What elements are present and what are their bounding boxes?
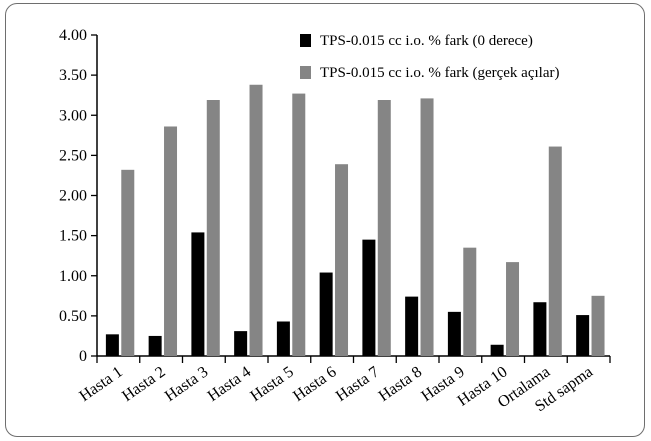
y-tick-label: 2.00: [59, 188, 87, 205]
bar-gercek-acilar: [591, 295, 605, 356]
bar-0-derece: [234, 331, 248, 356]
bar-gercek-acilar: [164, 126, 178, 356]
legend-swatch: [300, 34, 311, 47]
chart-legend: TPS-0.015 cc i.o. % fark (0 derece) TPS-0…: [300, 33, 559, 81]
bar-gercek-acilar: [249, 84, 263, 356]
bar-0-derece: [191, 232, 205, 356]
bar-0-derece: [148, 335, 162, 356]
y-tick-label: 0: [79, 348, 87, 365]
bar-0-derece: [490, 344, 504, 356]
x-tick-label: Hasta 8: [376, 363, 425, 405]
bar-0-derece: [533, 302, 547, 356]
legend-swatch: [300, 66, 311, 79]
x-tick-label: Hasta 5: [247, 363, 296, 405]
x-tick-label: Hasta 6: [290, 363, 339, 405]
legend-label: TPS-0.015 cc i.o. % fark (gerçek açılar): [320, 65, 559, 81]
bar-0-derece: [319, 272, 333, 356]
bar-0-derece: [276, 321, 290, 356]
bar-gercek-acilar: [420, 98, 434, 357]
bar-0-derece: [105, 334, 119, 356]
y-axis-ticks: 4.00 3.50 3.00 2.50 2.00 1.50 1.00 0.50 0: [59, 27, 97, 365]
bar-gercek-acilar: [292, 93, 306, 357]
bar-gercek-acilar: [377, 100, 391, 356]
y-tick-label: 1.50: [59, 228, 87, 245]
legend-label: TPS-0.015 cc i.o. % fark (0 derece): [320, 33, 533, 49]
x-tick-label: Hasta 7: [333, 363, 382, 405]
y-tick-label: 3.50: [59, 67, 87, 84]
chart-frame: [5, 3, 645, 437]
bar-0-derece: [362, 239, 376, 356]
y-tick-label: 3.00: [59, 107, 87, 124]
x-tick-label: Hasta 2: [119, 363, 168, 405]
bar-gercek-acilar: [463, 247, 477, 356]
bar-0-derece: [405, 296, 419, 356]
bar-gercek-acilar: [121, 169, 135, 356]
y-tick-label: 2.50: [59, 147, 87, 164]
x-tick-label: Hasta 3: [162, 363, 211, 405]
bar-0-derece: [576, 315, 590, 356]
y-tick-label: 1.00: [59, 268, 87, 285]
bar-gercek-acilar: [335, 164, 349, 356]
bar-gercek-acilar: [506, 262, 520, 356]
x-tick-label: Hasta 1: [76, 363, 125, 405]
bar-gercek-acilar: [206, 100, 220, 356]
y-tick-label: 0.50: [59, 308, 87, 325]
bar-gercek-acilar: [548, 146, 562, 356]
y-tick-label: 4.00: [59, 27, 87, 44]
chart-bars: [105, 84, 605, 357]
bar-0-derece: [447, 311, 461, 356]
x-tick-label: Hasta 4: [205, 363, 254, 405]
